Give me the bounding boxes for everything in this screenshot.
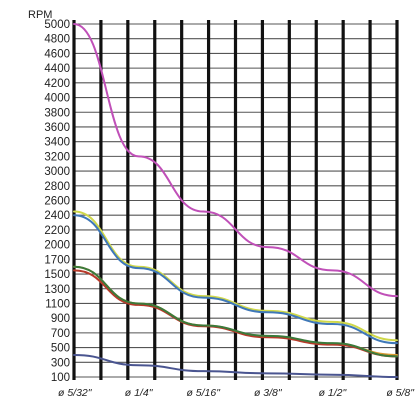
y-tick-label: 100 [51, 372, 70, 384]
series-line-3 [73, 214, 398, 345]
y-tick-label: 2600 [44, 196, 70, 208]
x-tick-label: ø 5/16" [186, 387, 221, 399]
y-tick-label: 700 [51, 328, 70, 340]
y-tick-label: 900 [51, 313, 70, 325]
y-axis-label: RPM [28, 9, 52, 21]
series-line-2 [73, 210, 398, 342]
y-tick-label: 5000 [44, 19, 70, 31]
series-line-1 [73, 23, 398, 298]
y-tick-label: 2000 [44, 240, 70, 252]
y-tick-label: 3200 [44, 151, 70, 163]
y-tick-label: 1700 [44, 254, 70, 266]
y-tick-label: 3000 [44, 166, 70, 178]
y-tick-label: 4800 [44, 34, 70, 46]
y-tick-label: 1500 [44, 269, 70, 281]
y-tick-label: 2400 [44, 210, 70, 222]
series-line-6 [73, 265, 398, 358]
x-tick-label: ø 1/2" [319, 387, 348, 399]
y-tick-label: 2800 [44, 181, 70, 193]
y-tick-label: 4600 [44, 48, 70, 60]
x-tick-labels: ø 5/32" ø 1/4" ø 5/16" ø 3/8" ø 1/2" ø 5/8" [58, 387, 415, 399]
y-tick-label: 3400 [44, 137, 70, 149]
series-lines [73, 23, 398, 378]
y-tick-label: 4000 [44, 93, 70, 105]
y-tick-label: 3600 [44, 122, 70, 134]
y-tick-label: 3800 [44, 107, 70, 119]
x-tick-label: ø 1/4" [125, 387, 154, 399]
x-tick-label: ø 5/32" [58, 387, 93, 399]
y-tick-label: 1300 [44, 284, 70, 296]
y-tick-label: 300 [51, 357, 70, 369]
y-tick-label: 500 [51, 343, 70, 355]
y-tick-label: 4200 [44, 78, 70, 90]
y-tick-label: 4400 [44, 63, 70, 75]
y-tick-label: 2200 [44, 225, 70, 237]
y-tick-label: 1100 [45, 298, 70, 310]
x-tick-label: ø 5/8" [386, 387, 415, 399]
series-line-7 [73, 353, 398, 378]
x-tick-label: ø 3/8" [254, 387, 283, 399]
y-tick-labels: 100 300 500 700 900 1100 1300 1500 1700 2000 2200 2… [44, 19, 70, 384]
